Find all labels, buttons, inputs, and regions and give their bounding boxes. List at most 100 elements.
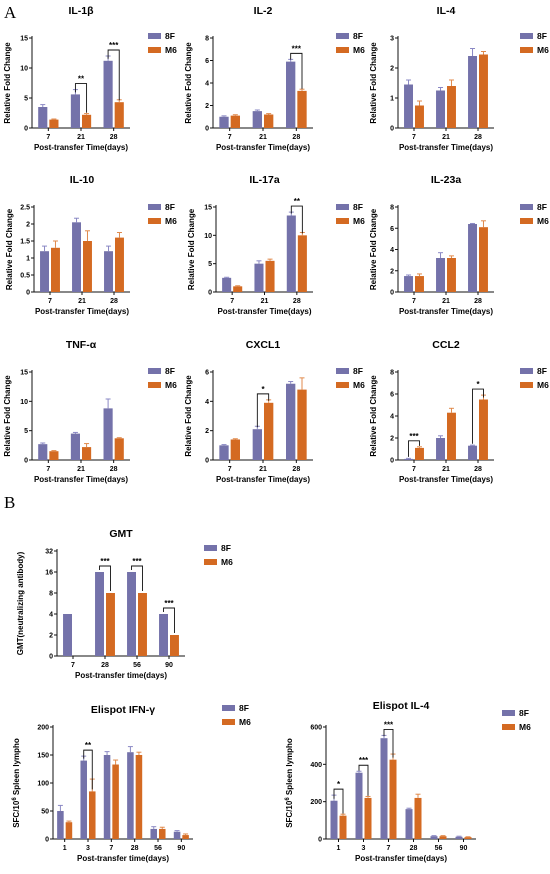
bar-8F xyxy=(95,572,104,656)
legend-label-8F: 8F xyxy=(165,202,175,212)
bar-M6 xyxy=(89,791,96,839)
bar-8F xyxy=(404,276,413,292)
legend-swatch-M6 xyxy=(222,719,235,725)
x-tick-label: 21 xyxy=(261,298,269,305)
significance-bracket xyxy=(256,393,270,428)
bar-M6 xyxy=(114,102,124,128)
y-tick-label: 4 xyxy=(390,414,394,421)
legend-swatch-M6 xyxy=(148,47,161,53)
legend-swatch-M6 xyxy=(502,724,515,730)
bar-8F xyxy=(436,258,445,292)
bar-M6 xyxy=(389,759,397,839)
x-tick-label: 7 xyxy=(46,466,50,473)
x-tick-label: 28 xyxy=(293,298,301,305)
x-axis-label: Post-transfer Time(days) xyxy=(399,143,493,152)
bar-8F xyxy=(219,445,229,460)
bar-M6 xyxy=(265,260,275,292)
bar-8F xyxy=(103,408,113,460)
legend-label-M6: M6 xyxy=(221,557,233,567)
bar-8F xyxy=(330,800,338,839)
x-tick-label: 90 xyxy=(165,662,173,669)
legend-label-8F: 8F xyxy=(353,202,363,212)
y-tick-label: 200 xyxy=(310,799,322,806)
bar-M6 xyxy=(264,402,274,460)
bar-M6 xyxy=(439,836,447,839)
y-axis-label: Relative Fold Change xyxy=(369,208,378,290)
bar-8F xyxy=(173,831,181,839)
bar-M6 xyxy=(135,755,143,839)
bar-M6 xyxy=(264,114,274,128)
y-tick-label: 6 xyxy=(205,370,209,377)
y-tick-label: 4 xyxy=(390,247,394,254)
y-tick-label: 0 xyxy=(45,837,49,844)
x-tick-label: 90 xyxy=(460,845,468,852)
y-tick-label: 2 xyxy=(205,428,209,435)
y-axis-label: Relative Fold Change xyxy=(369,42,378,124)
x-tick-label: 7 xyxy=(412,134,416,141)
legend-label-M6: M6 xyxy=(537,45,549,55)
significance-bracket xyxy=(163,607,175,633)
chart-title: IL-2 xyxy=(254,5,273,17)
bar-M6 xyxy=(230,439,240,460)
chart-3: IL-10 0 0.5 1 1.5 2 2.5 Relative Fold Change Pos… xyxy=(5,174,177,316)
legend-label-M6: M6 xyxy=(353,216,365,226)
y-tick-label: 0 xyxy=(208,290,212,297)
bar-8F xyxy=(127,752,134,839)
significance-bracket xyxy=(333,788,344,814)
x-tick-label: 7 xyxy=(387,845,391,852)
legend-swatch-8F xyxy=(502,710,515,716)
significance-bracket xyxy=(290,205,303,234)
y-axis-label: Relative Fold Change xyxy=(369,375,378,457)
bar-M6 xyxy=(479,399,488,460)
x-tick-label: 90 xyxy=(177,845,185,852)
y-tick-label: 8 xyxy=(390,370,394,377)
legend-label-8F: 8F xyxy=(165,31,175,41)
significance-bracket xyxy=(408,440,420,457)
x-axis-label: Post-transfer time(days) xyxy=(355,854,447,863)
y-tick-label: 0 xyxy=(390,458,394,465)
chart-title: IL-1β xyxy=(68,5,94,17)
bar-M6 xyxy=(297,235,307,292)
y-tick-label: 2 xyxy=(390,268,394,275)
chart-title: IL-23a xyxy=(431,174,462,186)
legend-swatch-8F xyxy=(336,204,349,210)
bar-M6 xyxy=(159,828,166,839)
x-tick-label: 7 xyxy=(412,298,416,305)
legend-swatch-8F xyxy=(148,204,161,210)
y-tick-label: 5 xyxy=(24,96,28,103)
legend-swatch-M6 xyxy=(336,47,349,53)
y-tick-label: 32 xyxy=(45,549,53,556)
bar-M6 xyxy=(115,237,124,292)
significance-label: ** xyxy=(294,197,301,206)
x-tick-label: 28 xyxy=(110,466,118,473)
x-tick-label: 3 xyxy=(362,845,366,852)
chart-10: Elispot IFN-γ 0 50 100 150 200 SFC/106 Spleen … xyxy=(12,703,251,863)
y-tick-label: 1 xyxy=(390,96,394,103)
chart-8: CCL2 0 2 4 6 8 Relative Fold Change Post-transf… xyxy=(369,339,549,484)
bar-M6 xyxy=(364,797,372,839)
bar-8F xyxy=(63,614,72,656)
bar-8F xyxy=(103,755,111,839)
bar-M6 xyxy=(479,54,488,128)
y-tick-label: 10 xyxy=(20,66,28,73)
y-tick-label: 15 xyxy=(204,205,212,212)
bar-8F xyxy=(405,809,413,839)
y-axis-label-exponent: 6 xyxy=(12,797,18,801)
y-tick-label: 15 xyxy=(20,370,28,377)
bar-8F xyxy=(455,836,463,839)
legend-label-8F: 8F xyxy=(165,366,175,376)
significance-label: *** xyxy=(132,557,142,566)
y-tick-label: 3 xyxy=(390,36,394,43)
legend-label-8F: 8F xyxy=(537,31,547,41)
y-tick-label: 400 xyxy=(310,762,322,769)
y-tick-label: 0.5 xyxy=(20,273,30,280)
legend-swatch-M6 xyxy=(336,218,349,224)
x-tick-label: 56 xyxy=(133,662,141,669)
x-tick-label: 7 xyxy=(230,298,234,305)
y-tick-label: 0 xyxy=(205,458,209,465)
bar-M6 xyxy=(182,835,189,839)
legend-label-M6: M6 xyxy=(239,717,251,727)
y-tick-label: 6 xyxy=(205,58,209,65)
y-axis-label: Relative Fold Change xyxy=(187,208,196,290)
y-tick-label: 4 xyxy=(205,81,209,88)
